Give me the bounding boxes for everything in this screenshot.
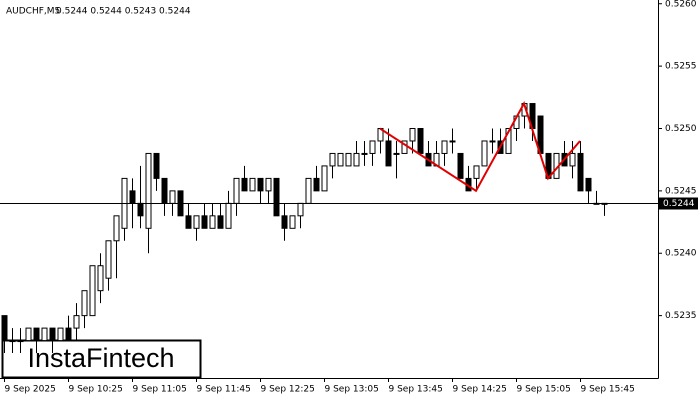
candle-body (489, 140, 496, 143)
candle-body (473, 165, 480, 179)
candle-body (393, 152, 400, 155)
candle-body (217, 215, 224, 229)
candle-body (41, 327, 48, 342)
pattern-line (379, 101, 581, 193)
y-tick-label: 0.5240 (665, 249, 697, 259)
candle-body (145, 152, 152, 229)
candle-body (129, 190, 136, 204)
candle-body (353, 152, 360, 167)
candle-body (505, 127, 512, 154)
candle-body (321, 165, 328, 192)
x-tick-label: 9 Sep 11:05 (133, 385, 187, 395)
candle-body (25, 327, 32, 342)
y-tick-label: 0.5250 (665, 124, 697, 134)
x-tick-label: 9 Sep 15:45 (581, 385, 635, 395)
candle-body (233, 177, 240, 204)
last-price-label: 0.5244 (663, 199, 695, 209)
candle-body (81, 290, 88, 317)
candle-body (457, 152, 464, 179)
candle-body (225, 202, 232, 229)
candle-body (161, 177, 168, 204)
candle-body (193, 215, 200, 229)
candle-body (1, 315, 8, 342)
candle-body (113, 215, 120, 242)
candle-body (257, 177, 264, 192)
candle-body (441, 140, 448, 154)
x-tick-label: 9 Sep 11:45 (197, 385, 251, 395)
candle-body (185, 215, 192, 229)
candle-body (305, 177, 312, 204)
logo-box (1, 339, 202, 379)
candle-body (273, 177, 280, 217)
candle-body (569, 152, 576, 167)
candle-body (281, 215, 288, 229)
candle-body (241, 177, 248, 192)
candle-body (57, 327, 64, 342)
x-tick-label: 9 Sep 13:45 (389, 385, 443, 395)
candle-body (409, 127, 416, 142)
candle-body (369, 140, 376, 154)
candle-body (201, 215, 208, 229)
candle-body (89, 265, 96, 317)
candle-body (337, 152, 344, 167)
candle-body (385, 140, 392, 167)
candle-body (577, 152, 584, 192)
candle-body (481, 140, 488, 167)
candle-body (169, 190, 176, 204)
candle-body (585, 177, 592, 192)
ohlc-header: 0.5244 0.5244 0.5243 0.5244 (56, 7, 191, 17)
y-tick-label: 0.5255 (665, 62, 697, 72)
logo: InstaFintech (27, 343, 174, 373)
x-tick-label: 9 Sep 15:05 (517, 385, 571, 395)
candle-body (265, 177, 272, 192)
candle-body (137, 202, 144, 217)
candle-body (417, 127, 424, 154)
candle-body (297, 202, 304, 217)
candle-body (209, 215, 216, 229)
x-tick-label: 9 Sep 14:25 (453, 385, 507, 395)
y-tick-label: 0.5245 (665, 186, 697, 196)
x-tick-label: 9 Sep 2025 (5, 385, 56, 395)
candle-body (97, 265, 104, 292)
last-price-box (659, 197, 698, 210)
x-tick-label: 9 Sep 10:25 (69, 385, 123, 395)
chart-title: AUDCHF,M5 (6, 7, 60, 17)
candle-body (73, 315, 80, 329)
candle-body (49, 327, 56, 342)
candle-body (153, 152, 160, 179)
candle-body (345, 152, 352, 167)
candle-body (313, 177, 320, 192)
candle-body (9, 340, 16, 343)
candle-body (289, 215, 296, 229)
candle-body (249, 177, 256, 192)
candle-body (105, 240, 112, 279)
y-tick-label: 0.5260 (665, 0, 697, 9)
candle-body (65, 327, 72, 342)
candle-body (33, 327, 40, 342)
candle-body (329, 152, 336, 167)
x-tick-label: 9 Sep 12:25 (261, 385, 315, 395)
y-tick-label: 0.5235 (665, 311, 697, 321)
candle-body (449, 140, 456, 143)
candle-body (361, 152, 368, 155)
candle-body (17, 340, 24, 343)
x-tick-label: 9 Sep 13:05 (325, 385, 379, 395)
